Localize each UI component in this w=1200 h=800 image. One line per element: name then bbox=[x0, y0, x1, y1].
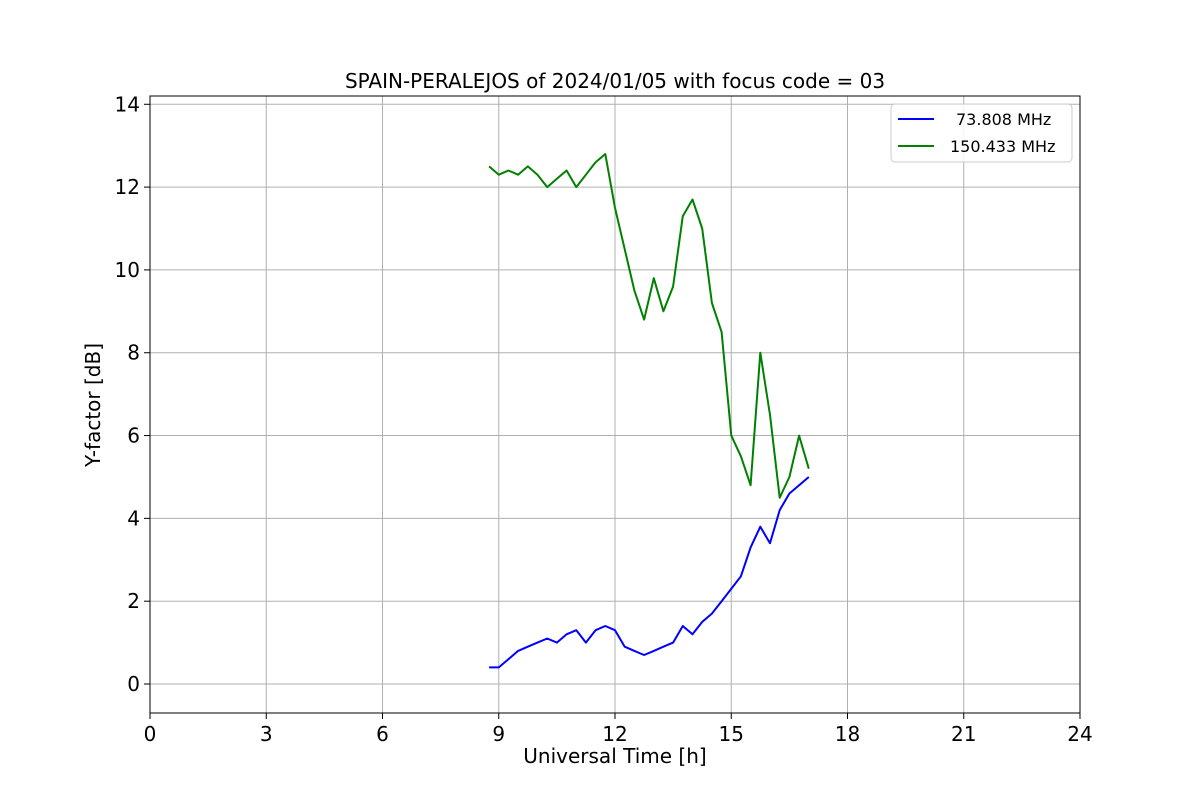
x-tick-label: 3 bbox=[260, 722, 273, 746]
y-tick-label: 10 bbox=[115, 258, 140, 282]
x-axis-label: Universal Time [h] bbox=[523, 744, 706, 768]
x-tick-label: 21 bbox=[951, 722, 976, 746]
y-tick-label: 14 bbox=[115, 92, 140, 116]
x-tick-label: 6 bbox=[376, 722, 389, 746]
series-layer bbox=[488, 153, 810, 669]
x-tick-label: 12 bbox=[602, 722, 627, 746]
legend-box bbox=[890, 103, 1073, 163]
y-tick-label: 6 bbox=[127, 424, 140, 448]
grid bbox=[150, 96, 1080, 713]
x-tick-label: 9 bbox=[492, 722, 505, 746]
chart-title: SPAIN-PERALEJOS of 2024/01/05 with focus… bbox=[345, 69, 885, 93]
legend: 73.808 MHz 150.433 MHz bbox=[890, 103, 1073, 163]
y-tick-label: 2 bbox=[127, 589, 140, 613]
legend-label-73808: 73.808 MHz bbox=[956, 110, 1051, 129]
legend-label-150433: 150.433 MHz bbox=[950, 137, 1055, 156]
x-tick-label: 18 bbox=[835, 722, 860, 746]
x-tick-label: 15 bbox=[719, 722, 744, 746]
y-tick-label: 12 bbox=[115, 175, 140, 199]
x-tick-label: 24 bbox=[1067, 722, 1092, 746]
series-line-1 bbox=[488, 153, 810, 499]
y-tick-label: 4 bbox=[127, 506, 140, 530]
x-tick-label: 0 bbox=[144, 722, 157, 746]
y-tick-label: 0 bbox=[127, 672, 140, 696]
y-axis-label: Y-factor [dB] bbox=[81, 343, 105, 468]
series-line-0 bbox=[489, 476, 810, 669]
y-tick-label: 8 bbox=[127, 341, 140, 365]
